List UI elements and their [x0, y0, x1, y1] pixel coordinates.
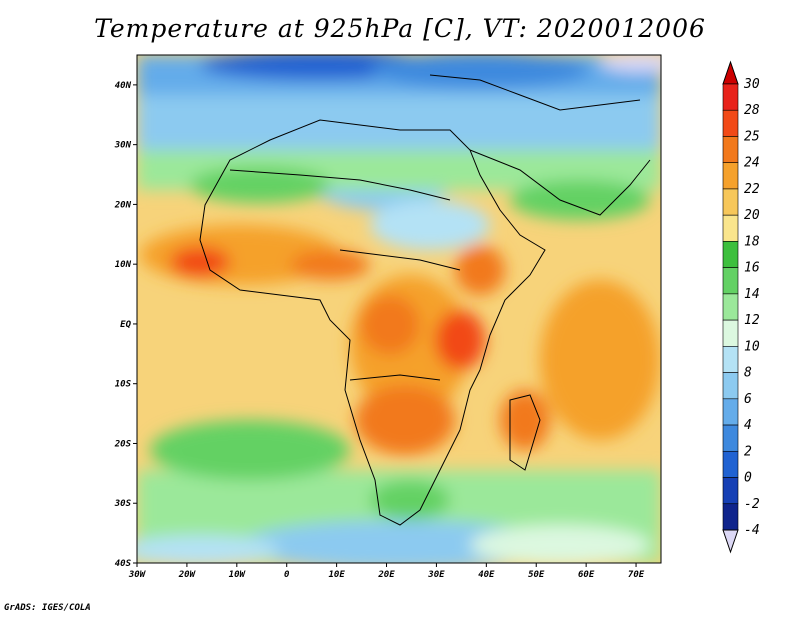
colorbar-swatch — [722, 267, 739, 295]
lon-tick-label: 50E — [528, 570, 545, 580]
longitude-axis: 30W 20W 10W 0 10E 20E 30E 40E 50E 60E 70E — [128, 563, 645, 580]
lat-tick-label: 30N — [114, 141, 132, 151]
colorbar-label: 8 — [744, 366, 752, 381]
colorbar-label: 28 — [744, 103, 760, 118]
colorbar-label: 22 — [744, 182, 760, 197]
colorbar-swatch — [722, 450, 739, 478]
colorbar-label: 12 — [744, 313, 760, 328]
lon-tick-label: 0 — [284, 570, 290, 580]
lat-tick-label: EQ — [120, 320, 131, 330]
colorbar-label: 16 — [744, 261, 760, 276]
colorbar-swatch — [722, 372, 739, 400]
lon-tick-label: 10W — [229, 570, 247, 580]
map-frame — [136, 54, 662, 564]
coastlines — [199, 74, 651, 526]
colorbar-swatch — [722, 241, 739, 268]
lon-tick-label: 20E — [377, 570, 395, 580]
colorbar-swatch — [722, 136, 739, 164]
colorbar-label: 25 — [744, 129, 760, 144]
lon-tick-label: 60E — [578, 570, 595, 580]
colorbar-top-arrow — [722, 60, 739, 85]
latitude-axis: 40N 30N 20N 10N EQ 10S 20S 30S 40S — [114, 81, 137, 569]
colorbar-label: 24 — [744, 156, 760, 171]
colorbar-swatch — [722, 503, 739, 531]
colorbar-label: 4 — [744, 418, 752, 433]
colorbar-swatch — [722, 398, 739, 426]
lat-tick-label: 10S — [115, 380, 132, 390]
colorbar-swatch — [722, 319, 739, 347]
lon-tick-label: 40E — [478, 570, 495, 580]
colorbar-swatch — [722, 162, 739, 190]
colorbar-swatch — [722, 477, 739, 505]
colorbar-label: 30 — [743, 77, 760, 92]
map-title: Temperature at 925hPa [C], VT: 202001200… — [94, 14, 706, 43]
credit-label: GrADS: IGES/COLA — [4, 603, 91, 613]
colorbar-label: 2 — [744, 444, 752, 459]
lon-tick-label: 30W — [128, 570, 147, 580]
colorbar-swatch — [722, 424, 739, 452]
colorbar-swatch — [722, 109, 739, 137]
colorbar-swatch — [722, 293, 739, 321]
colorbar-swatch — [722, 214, 739, 242]
colorbar-label: -4 — [744, 523, 760, 538]
colorbar-swatch — [722, 188, 739, 216]
colorbar-label: -2 — [744, 497, 760, 512]
lat-tick-label: 10N — [115, 260, 132, 270]
colorbar-label: 6 — [744, 392, 752, 407]
colorbar-label: 20 — [744, 208, 760, 223]
colorbar-label: 18 — [744, 234, 760, 249]
lon-tick-label: 20W — [178, 570, 197, 580]
colorbar-swatch — [722, 346, 739, 373]
colorbar-swatch — [722, 83, 739, 111]
lon-tick-label: 70E — [628, 570, 645, 580]
lat-tick-label: 40S — [115, 559, 132, 569]
lat-tick-label: 30S — [114, 499, 132, 509]
colorbar-label: 10 — [744, 339, 760, 354]
lon-tick-label: 10E — [328, 570, 345, 580]
lat-tick-label: 20S — [114, 439, 132, 449]
lon-tick-label: 30E — [427, 570, 445, 580]
lat-tick-label: 20N — [114, 200, 132, 210]
colorbar-label: 0 — [744, 471, 752, 486]
colorbar-label: 14 — [744, 287, 760, 302]
temperature-field — [137, 55, 661, 563]
colorbar-bottom-arrow — [722, 529, 739, 554]
lat-tick-label: 40N — [115, 81, 132, 91]
